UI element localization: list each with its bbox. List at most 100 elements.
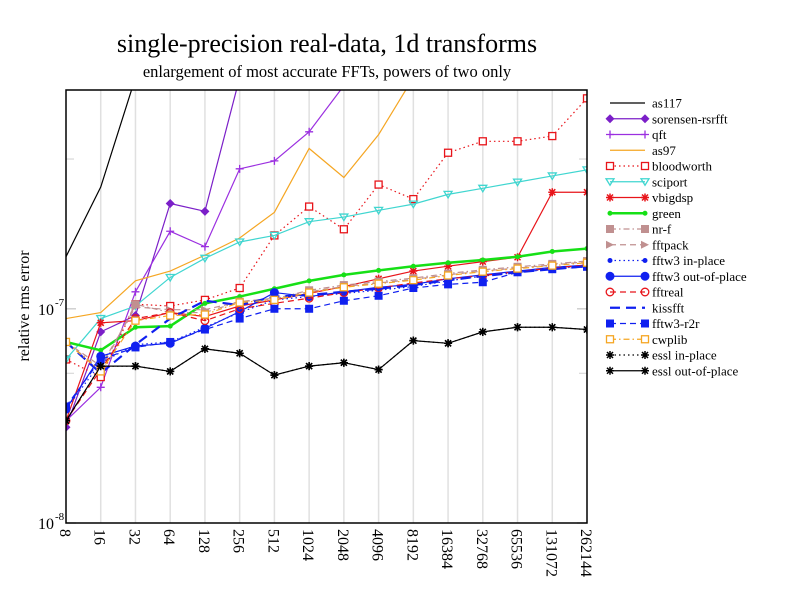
data-point: [641, 130, 649, 139]
data-point: [606, 351, 614, 359]
data-point: [640, 271, 650, 281]
data-point: [235, 307, 245, 317]
data-point: [200, 344, 209, 353]
legend-item: fftw3-r2r: [606, 316, 700, 331]
data-point: [640, 161, 650, 171]
data-point: [96, 318, 105, 327]
data-point: [304, 288, 314, 297]
data-point: [641, 225, 649, 233]
data-point: [641, 319, 649, 328]
data-point: [582, 258, 587, 267]
x-tick-label: 131072: [542, 529, 559, 577]
x-tick-label: 256: [230, 529, 247, 553]
data-point: [548, 261, 557, 270]
legend-label: as117: [652, 96, 682, 111]
series-line: [66, 261, 587, 367]
series-line: [66, 90, 133, 257]
series-vbigdsp: [66, 188, 587, 425]
data-point: [131, 362, 140, 371]
data-point: [131, 316, 140, 325]
data-point: [306, 278, 312, 284]
legend-item: essl out-of-place: [606, 363, 739, 378]
legend-item: vbigdsp: [606, 190, 693, 205]
legend-label: essl in-place: [652, 348, 717, 363]
data-point: [199, 254, 211, 264]
legend-item: green: [607, 206, 681, 221]
data-point: [376, 267, 382, 273]
legend-label: qft: [652, 127, 667, 142]
legend-label: sciport: [652, 174, 688, 189]
data-point: [374, 365, 383, 374]
chart-subtitle: enlargement of most accurate FFTs, power…: [143, 62, 512, 81]
legend-label: fftw3 out-of-place: [652, 269, 747, 284]
data-point: [605, 287, 615, 297]
data-point: [66, 402, 70, 411]
legend-item: sciport: [604, 174, 688, 189]
legend-item: fftw3 in-place: [607, 253, 725, 268]
data-point: [269, 288, 279, 298]
data-point: [409, 267, 418, 276]
data-point: [548, 323, 557, 332]
x-tick-label: 16: [91, 529, 108, 545]
data-point: [132, 324, 138, 330]
data-point: [547, 172, 558, 181]
series-fftreal: [66, 260, 587, 426]
y-tick-exponent: -8: [55, 511, 65, 523]
data-point: [304, 202, 314, 211]
legend-item: bloodworth: [605, 159, 712, 174]
data-point: [513, 264, 522, 273]
legend-label: essl out-of-place: [652, 363, 739, 378]
series-line: [66, 266, 587, 407]
series-line: [66, 90, 238, 428]
data-point: [605, 114, 615, 124]
data-point: [339, 283, 349, 292]
series-essl-in-place: [66, 323, 587, 425]
data-point: [642, 258, 648, 263]
data-point: [200, 206, 210, 216]
data-point: [641, 193, 649, 202]
data-point: [303, 218, 315, 227]
legend-label: fftpack: [652, 237, 689, 252]
data-point: [606, 366, 614, 375]
y-axis: 10-810-7: [38, 158, 587, 533]
x-tick-label: 512: [264, 529, 281, 553]
data-point: [606, 225, 614, 233]
data-point: [270, 156, 279, 165]
legend-item: fftpack: [606, 237, 689, 252]
legend-label: kissfft: [652, 300, 685, 315]
data-point: [270, 295, 279, 305]
data-point: [642, 210, 648, 216]
data-point: [606, 130, 614, 139]
series-line: [66, 326, 587, 422]
data-point: [200, 242, 209, 251]
data-point: [477, 184, 488, 194]
data-point: [66, 355, 72, 365]
data-point: [443, 148, 453, 157]
legend-label: vbigdsp: [652, 190, 693, 205]
legend-item: cwplib: [605, 332, 687, 347]
series-fftw3-out-of-place: [66, 260, 587, 414]
data-point: [96, 383, 105, 392]
data-point: [235, 349, 244, 358]
x-tick-label: 64: [160, 529, 177, 545]
data-point: [338, 213, 350, 222]
data-point: [200, 310, 210, 319]
y-tick-label: 10: [38, 302, 54, 319]
series-green: [66, 246, 587, 353]
data-point: [444, 280, 453, 289]
data-point: [515, 254, 521, 260]
series-line: [66, 90, 407, 320]
legend-item: as117: [610, 96, 682, 111]
data-point: [639, 178, 651, 187]
x-tick-label: 4096: [369, 529, 386, 561]
data-point: [200, 325, 209, 334]
legend-item: nr-f: [606, 222, 672, 237]
data-point: [339, 358, 348, 367]
data-point: [444, 339, 453, 348]
data-point: [408, 200, 419, 209]
data-point: [165, 273, 176, 283]
data-point: [305, 362, 314, 371]
legend-label: as97: [652, 143, 676, 158]
data-point: [409, 284, 418, 293]
